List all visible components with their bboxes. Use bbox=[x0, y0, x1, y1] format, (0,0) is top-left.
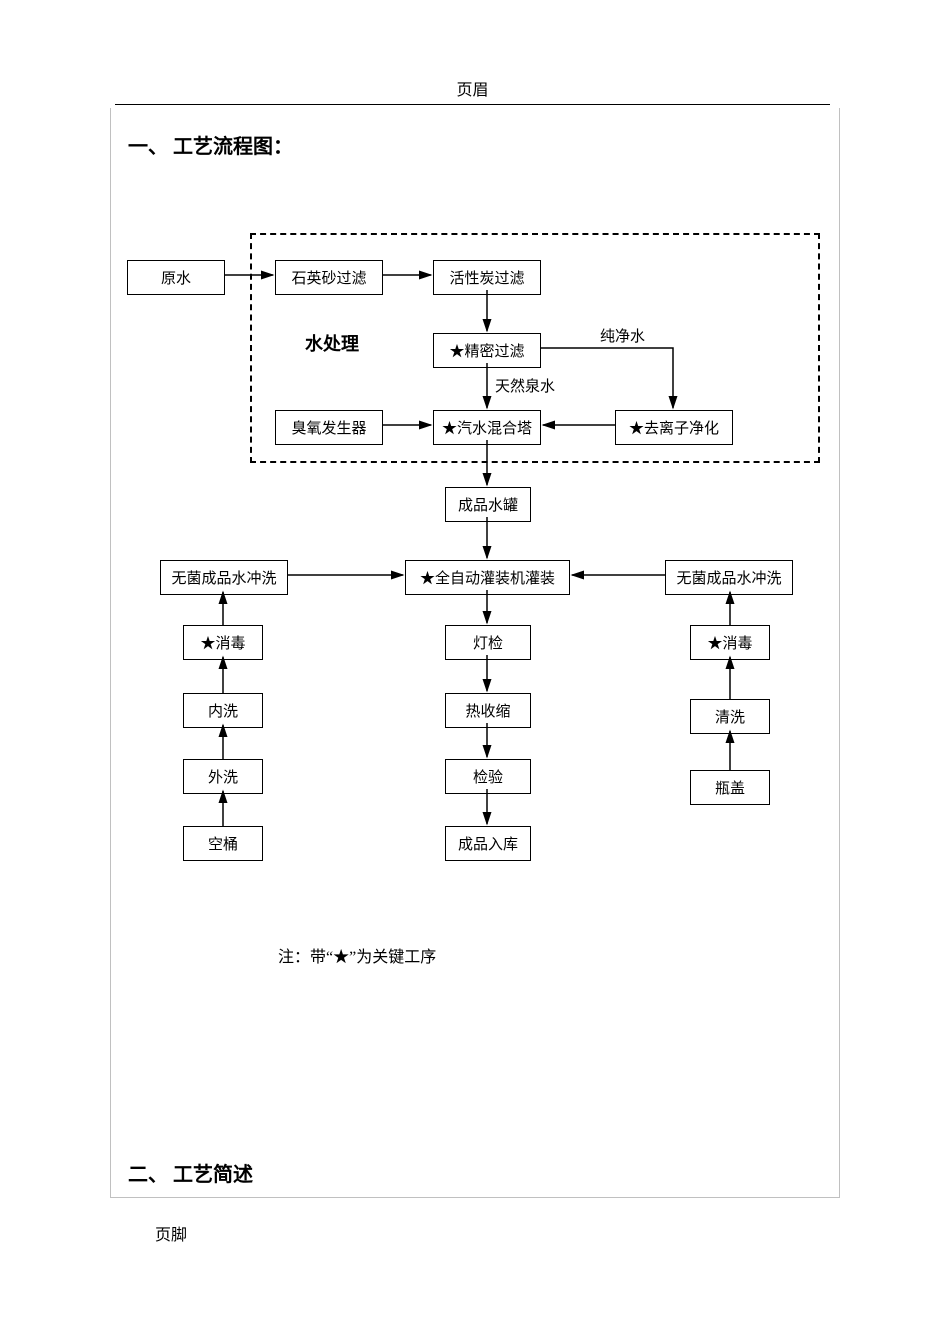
node-finished-tank: 成品水罐 bbox=[445, 487, 531, 522]
node-outer-wash: 外洗 bbox=[183, 759, 263, 794]
label-pure-water: 纯净水 bbox=[600, 325, 645, 346]
section-1-title: 一、 工艺流程图： bbox=[128, 130, 293, 159]
node-raw-water: 原水 bbox=[127, 260, 225, 295]
node-precision: ★精密过滤 bbox=[433, 333, 541, 368]
node-heat-shrink: 热收缩 bbox=[445, 693, 531, 728]
node-deion: ★去离子净化 bbox=[615, 410, 733, 445]
node-disinfect-right: ★消毒 bbox=[690, 625, 770, 660]
node-ozone: 臭氧发生器 bbox=[275, 410, 383, 445]
node-warehouse: 成品入库 bbox=[445, 826, 531, 861]
node-lamp-check: 灯检 bbox=[445, 625, 531, 660]
flowchart-diagram: 水处理 原水 石英砂过滤 活性炭过滤 ★精密过滤 臭氧发生器 ★汽水混合塔 ★去… bbox=[115, 225, 835, 925]
node-carbon: 活性炭过滤 bbox=[433, 260, 541, 295]
page-footer: 页脚 bbox=[155, 1221, 187, 1245]
node-mix-tower: ★汽水混合塔 bbox=[433, 410, 541, 445]
node-empty-bucket: 空桶 bbox=[183, 826, 263, 861]
node-quartz: 石英砂过滤 bbox=[275, 260, 383, 295]
node-auto-fill: ★全自动灌装机灌装 bbox=[405, 560, 570, 595]
note-text: 注：带“★”为关键工序 bbox=[278, 943, 436, 967]
label-spring-water: 天然泉水 bbox=[495, 375, 555, 396]
water-treatment-label: 水处理 bbox=[305, 330, 359, 356]
node-inspect: 检验 bbox=[445, 759, 531, 794]
section-2-title: 二、 工艺简述 bbox=[128, 1158, 253, 1187]
node-sterile-right: 无菌成品水冲洗 bbox=[665, 560, 793, 595]
node-sterile-left: 无菌成品水冲洗 bbox=[160, 560, 288, 595]
node-cap: 瓶盖 bbox=[690, 770, 770, 805]
node-inner-wash: 内洗 bbox=[183, 693, 263, 728]
page-header: 页眉 bbox=[115, 76, 830, 105]
node-clean-right: 清洗 bbox=[690, 699, 770, 734]
node-disinfect-left: ★消毒 bbox=[183, 625, 263, 660]
